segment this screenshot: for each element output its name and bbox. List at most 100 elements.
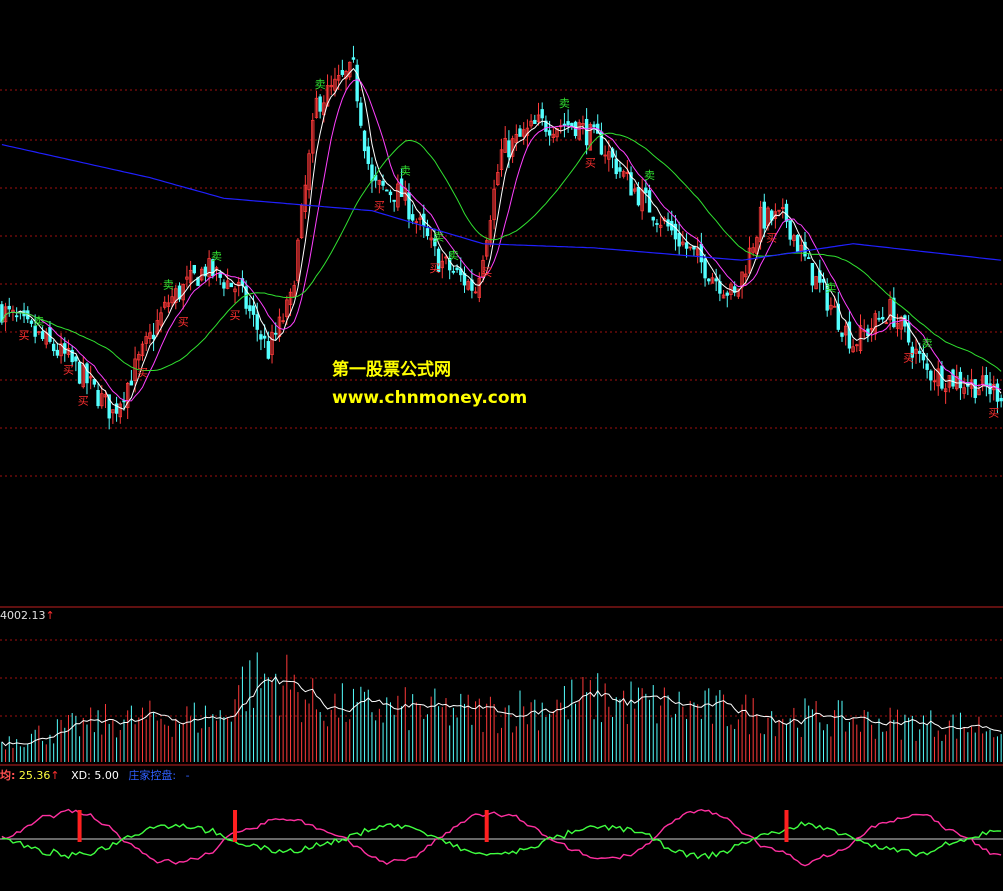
- candle-down: [114, 403, 119, 414]
- candle-down: [803, 241, 807, 257]
- candle-up: [348, 61, 352, 78]
- candle-up: [414, 221, 419, 224]
- candle-up: [429, 237, 433, 241]
- candle-down: [203, 266, 208, 277]
- candle-down: [906, 322, 911, 343]
- indicator-key-xd: XD:: [71, 769, 91, 782]
- candle-down: [0, 304, 4, 323]
- long-moving-average-line: [1, 144, 1002, 261]
- candle-down: [566, 121, 570, 126]
- sell-signal-label: 卖: [644, 169, 655, 182]
- candle-down: [151, 334, 156, 340]
- candle-down: [995, 383, 1000, 402]
- candle-down: [381, 180, 385, 186]
- candle-down: [836, 303, 840, 330]
- candle-down: [274, 332, 278, 335]
- candle-up: [288, 291, 293, 306]
- candle-down: [447, 257, 452, 271]
- candle-up: [581, 123, 585, 126]
- candle-up: [695, 248, 700, 256]
- sell-signal-label: 卖: [559, 97, 570, 110]
- candle-down: [618, 167, 622, 172]
- candle-down: [684, 242, 689, 249]
- candle-down: [636, 186, 641, 206]
- candle-down: [784, 203, 789, 222]
- buy-signal-label: 买: [374, 199, 385, 212]
- watermark-url: www.chnmoney.com: [332, 388, 528, 408]
- indicator-key-control: 庄家控盘:: [128, 769, 177, 782]
- candle-up: [603, 154, 607, 157]
- indicator-signal-bar: [484, 810, 489, 842]
- candle-down: [925, 363, 929, 370]
- candle-down: [244, 286, 248, 309]
- candle-down: [14, 315, 19, 318]
- candle-down: [788, 220, 792, 240]
- candle-up: [322, 102, 326, 116]
- candle-up: [884, 322, 889, 325]
- candle-down: [703, 258, 707, 279]
- candle-down: [892, 297, 896, 328]
- candle-down: [255, 314, 259, 330]
- candle-down: [918, 350, 922, 354]
- candle-up: [292, 285, 296, 298]
- sell-signal-label: 卖: [825, 281, 836, 294]
- candle-up: [233, 288, 237, 293]
- candle-up: [514, 134, 518, 143]
- candle-up: [159, 312, 163, 326]
- candle-up: [914, 348, 918, 354]
- candle-down: [795, 234, 800, 252]
- buy-signal-label: 买: [429, 262, 440, 275]
- candle-up: [607, 151, 611, 160]
- candle-down: [55, 349, 60, 356]
- candle-up: [163, 301, 167, 308]
- candle-up: [588, 124, 593, 151]
- candle-up: [633, 188, 637, 192]
- candle-up: [37, 331, 41, 334]
- candle-up: [688, 246, 692, 249]
- sell-signal-label: 卖: [448, 249, 459, 262]
- candle-up: [496, 172, 500, 185]
- candle-up: [747, 247, 752, 274]
- candle-up: [781, 207, 785, 209]
- candle-down: [222, 282, 226, 289]
- candle-up: [932, 380, 937, 383]
- candle-down: [92, 379, 97, 385]
- candle-up: [577, 122, 581, 140]
- candle-up: [855, 344, 859, 347]
- moving-average-line: [1, 132, 1002, 372]
- candle-down: [540, 109, 544, 119]
- candle-up: [307, 153, 311, 191]
- indicator-signal-bar: [784, 810, 789, 842]
- candle-down: [929, 370, 933, 381]
- candle-up: [799, 244, 803, 252]
- candle-up: [396, 183, 400, 208]
- candle-up: [466, 281, 470, 290]
- candle-down: [29, 320, 34, 324]
- candle-down: [433, 238, 437, 247]
- indicator-value-avg: 25.36: [18, 769, 51, 782]
- candle-up: [418, 217, 422, 220]
- candle-up: [792, 235, 796, 242]
- candle-down: [251, 305, 256, 315]
- candle-up: [522, 129, 526, 137]
- candle-up: [485, 240, 489, 257]
- candle-down: [70, 349, 74, 363]
- candle-down: [362, 130, 367, 152]
- candle-up: [103, 394, 108, 398]
- buy-signal-label: 买: [988, 406, 999, 419]
- buy-signal-label: 买: [903, 351, 914, 364]
- sell-signal-label: 卖: [315, 78, 326, 91]
- candle-down: [840, 332, 844, 337]
- candle-down: [910, 346, 915, 358]
- candle-up: [148, 332, 152, 339]
- sell-signal-label: 卖: [163, 279, 174, 292]
- candle-down: [647, 190, 652, 213]
- candle-up: [851, 346, 855, 353]
- buy-signal-label: 买: [78, 395, 89, 408]
- sell-signal-label: 卖: [922, 337, 933, 350]
- up-arrow-icon: ↑: [50, 769, 60, 782]
- candle-up: [829, 304, 833, 310]
- candle-up: [621, 171, 626, 177]
- buy-signal-label: 买: [178, 315, 189, 328]
